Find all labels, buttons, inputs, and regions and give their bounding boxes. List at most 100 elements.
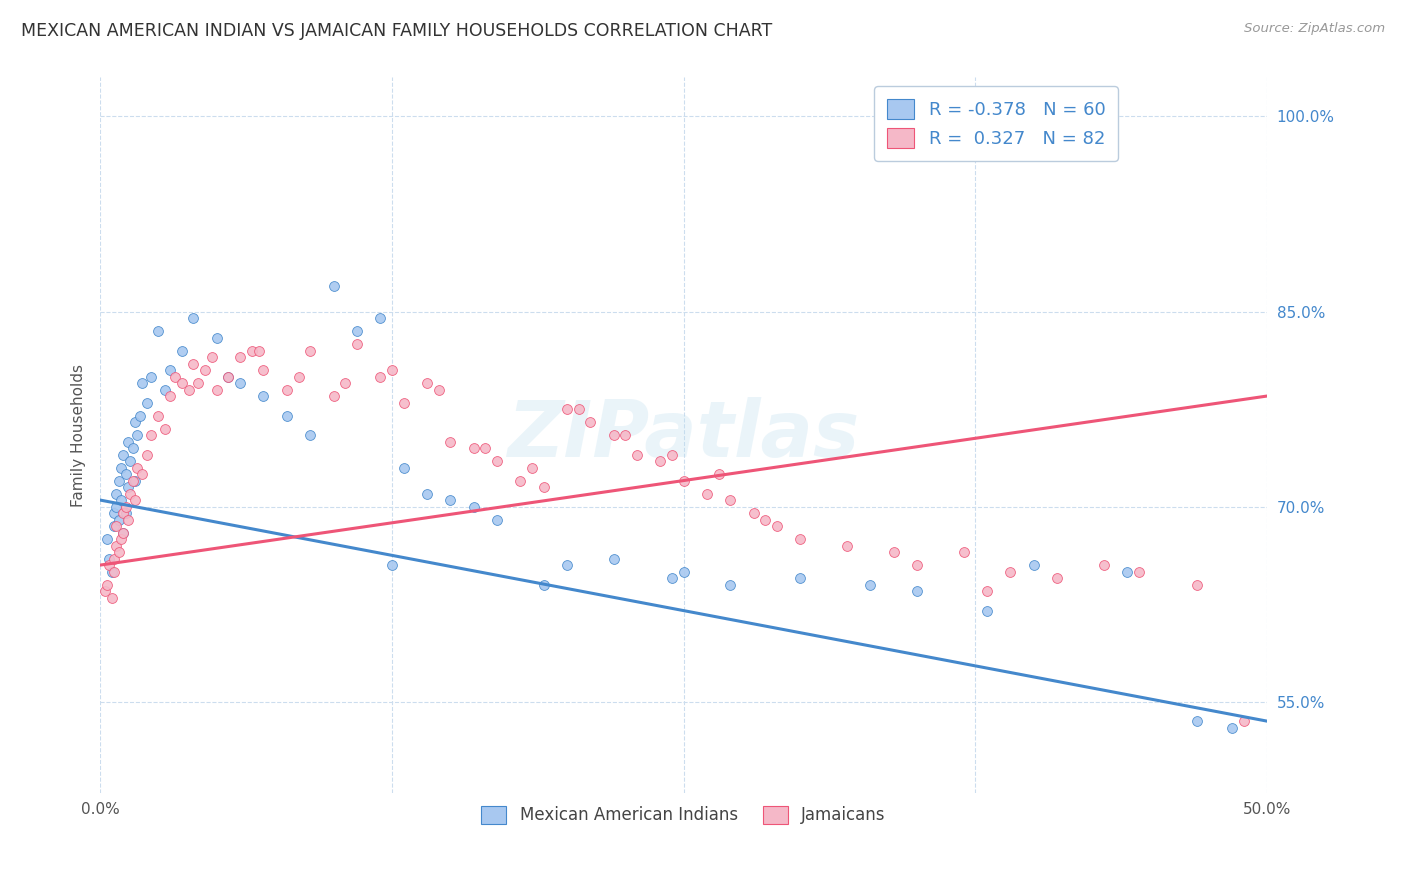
Point bbox=[346, 337, 368, 351]
Point bbox=[509, 474, 531, 488]
Point bbox=[427, 383, 450, 397]
Point bbox=[392, 395, 415, 409]
Point bbox=[205, 330, 228, 344]
Point bbox=[1022, 558, 1045, 573]
Point bbox=[159, 363, 181, 377]
Point bbox=[103, 551, 125, 566]
Point bbox=[1220, 721, 1243, 735]
Point bbox=[976, 604, 998, 618]
Point bbox=[276, 383, 298, 397]
Point bbox=[218, 369, 240, 384]
Point bbox=[555, 558, 578, 573]
Point bbox=[135, 448, 157, 462]
Point bbox=[650, 454, 672, 468]
Point bbox=[463, 441, 485, 455]
Point bbox=[141, 369, 163, 384]
Point bbox=[789, 571, 811, 585]
Point bbox=[124, 474, 146, 488]
Point bbox=[905, 584, 928, 599]
Point bbox=[416, 376, 439, 390]
Point bbox=[110, 532, 132, 546]
Point bbox=[135, 395, 157, 409]
Point bbox=[170, 376, 193, 390]
Point bbox=[121, 441, 143, 455]
Point bbox=[859, 577, 882, 591]
Point bbox=[439, 434, 461, 449]
Point bbox=[789, 532, 811, 546]
Point bbox=[602, 551, 624, 566]
Point bbox=[368, 311, 391, 326]
Text: Source: ZipAtlas.com: Source: ZipAtlas.com bbox=[1244, 22, 1385, 36]
Point bbox=[159, 389, 181, 403]
Point bbox=[1233, 714, 1256, 728]
Point bbox=[1185, 714, 1208, 728]
Point bbox=[661, 448, 683, 462]
Point bbox=[381, 363, 404, 377]
Point bbox=[107, 545, 129, 559]
Point bbox=[155, 383, 177, 397]
Point bbox=[485, 454, 508, 468]
Point bbox=[416, 486, 439, 500]
Point bbox=[112, 448, 135, 462]
Point bbox=[121, 474, 143, 488]
Point bbox=[672, 565, 695, 579]
Point bbox=[555, 402, 578, 417]
Point bbox=[626, 448, 648, 462]
Point bbox=[883, 545, 905, 559]
Point bbox=[107, 474, 129, 488]
Point bbox=[110, 460, 132, 475]
Point bbox=[103, 565, 125, 579]
Point bbox=[170, 343, 193, 358]
Point bbox=[105, 486, 128, 500]
Point bbox=[103, 506, 125, 520]
Point bbox=[96, 532, 118, 546]
Legend: Mexican American Indians, Jamaicans: Mexican American Indians, Jamaicans bbox=[471, 796, 896, 834]
Point bbox=[94, 584, 117, 599]
Point bbox=[148, 324, 170, 338]
Point bbox=[696, 486, 718, 500]
Point bbox=[240, 343, 263, 358]
Point bbox=[229, 376, 252, 390]
Point bbox=[101, 591, 124, 605]
Point bbox=[381, 558, 404, 573]
Point bbox=[177, 383, 200, 397]
Point bbox=[120, 454, 142, 468]
Point bbox=[392, 460, 415, 475]
Point bbox=[346, 324, 368, 338]
Point bbox=[105, 500, 128, 514]
Y-axis label: Family Households: Family Households bbox=[72, 364, 86, 507]
Point bbox=[520, 460, 543, 475]
Point bbox=[567, 402, 589, 417]
Point bbox=[183, 357, 205, 371]
Point bbox=[533, 480, 555, 494]
Point bbox=[205, 383, 228, 397]
Point bbox=[368, 369, 391, 384]
Point bbox=[98, 558, 121, 573]
Point bbox=[183, 311, 205, 326]
Point bbox=[322, 278, 344, 293]
Point bbox=[1128, 565, 1150, 579]
Point bbox=[98, 551, 121, 566]
Point bbox=[247, 343, 270, 358]
Point bbox=[252, 389, 274, 403]
Point bbox=[1116, 565, 1139, 579]
Point bbox=[117, 480, 139, 494]
Point bbox=[533, 577, 555, 591]
Point bbox=[718, 577, 741, 591]
Point bbox=[602, 428, 624, 442]
Point bbox=[194, 363, 217, 377]
Point bbox=[127, 460, 149, 475]
Point bbox=[754, 512, 776, 526]
Text: ZIPatlas: ZIPatlas bbox=[508, 397, 859, 473]
Point bbox=[835, 539, 858, 553]
Point bbox=[103, 519, 125, 533]
Point bbox=[299, 343, 322, 358]
Point bbox=[101, 565, 124, 579]
Point bbox=[276, 409, 298, 423]
Point bbox=[105, 519, 128, 533]
Point bbox=[124, 493, 146, 508]
Point bbox=[252, 363, 274, 377]
Point bbox=[218, 369, 240, 384]
Point bbox=[114, 500, 136, 514]
Point bbox=[661, 571, 683, 585]
